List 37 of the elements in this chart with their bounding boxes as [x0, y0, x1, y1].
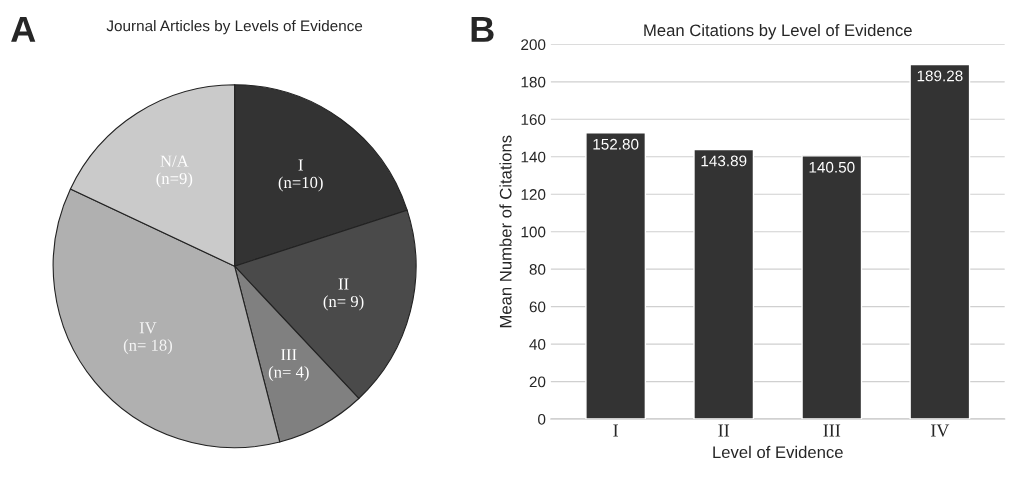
slice-label: III — [281, 349, 297, 361]
x-tick-label: II — [718, 424, 730, 437]
data-label: (n= 4) — [268, 365, 309, 382]
y-tick-label: 40 — [529, 338, 546, 350]
chart-title: Mean Citations by Level of Evidence — [644, 23, 912, 40]
data-label: 189.28 — [917, 70, 963, 82]
data-label: 143.89 — [701, 155, 747, 167]
y-tick-label: 200 — [521, 39, 546, 51]
data-label: 152.80 — [593, 138, 639, 150]
slice-label: II — [338, 278, 349, 290]
y-tick-label: 180 — [521, 76, 546, 88]
y-tick-label: 60 — [529, 301, 546, 313]
x-axis-title: Level of Evidence — [713, 445, 843, 459]
y-tick-label: 160 — [521, 114, 546, 125]
bar — [585, 132, 647, 420]
y-tick-label: 0 — [538, 413, 546, 425]
x-tick-label: IV — [930, 424, 950, 437]
chart-title: Journal Articles by Levels of Evidence — [106, 20, 363, 35]
y-tick-label: 140 — [521, 151, 546, 163]
data-label: (n= 9) — [323, 295, 364, 311]
y-tick-label: 120 — [521, 189, 546, 200]
y-tick-label: 20 — [529, 376, 546, 388]
y-tick-label: 100 — [521, 226, 546, 238]
data-label: (n=10) — [278, 176, 323, 192]
bar — [909, 63, 971, 420]
text: B — [471, 16, 494, 42]
bar — [693, 148, 755, 420]
bar — [801, 155, 863, 420]
slice-label: IV — [139, 322, 157, 334]
x-tick-label: III — [823, 424, 841, 437]
y-tick-label: 80 — [529, 264, 546, 275]
data-label: (n= 18) — [123, 339, 173, 355]
slice-label: I — [298, 159, 303, 171]
text: A — [11, 16, 36, 42]
y-axis-title: Mean Number of Citations — [499, 135, 512, 328]
x-tick-label: I — [613, 424, 619, 437]
data-label: 140.50 — [809, 161, 855, 173]
